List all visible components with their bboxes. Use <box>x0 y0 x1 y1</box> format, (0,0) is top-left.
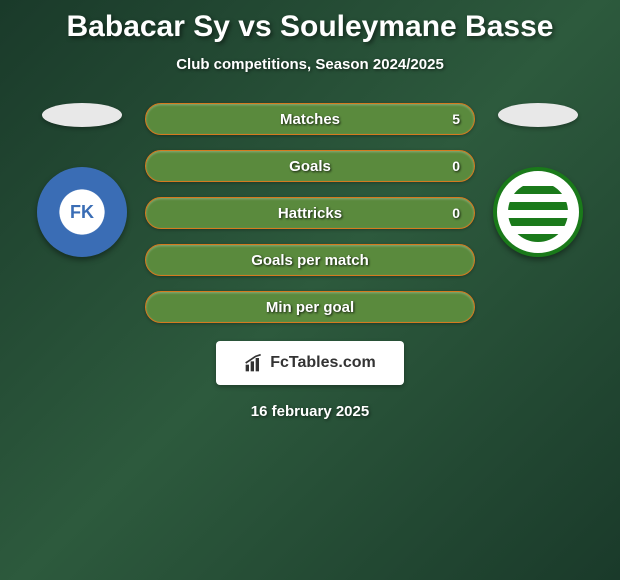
stat-label: Goals per match <box>251 252 369 269</box>
stat-pill-hattricks: Hattricks 0 <box>145 197 475 229</box>
stat-value: 0 <box>452 205 460 221</box>
watermark-box: FcTables.com <box>216 341 404 385</box>
footer: FcTables.com 16 february 2025 <box>216 341 404 420</box>
chart-icon <box>244 353 264 373</box>
stat-pill-goals-per-match: Goals per match <box>145 244 475 276</box>
stat-label: Hattricks <box>278 205 342 222</box>
content-area: FK Matches 5 Goals 0 Hattricks 0 Goals per mat… <box>0 103 620 323</box>
stat-value: 5 <box>452 111 460 127</box>
teplice-badge: FK <box>37 167 127 257</box>
player-left-column: FK <box>37 103 127 257</box>
left-marker <box>42 103 122 127</box>
stat-label: Matches <box>280 111 340 128</box>
stat-pill-matches: Matches 5 <box>145 103 475 135</box>
stat-value: 0 <box>452 158 460 174</box>
stats-column: Matches 5 Goals 0 Hattricks 0 Goals per match M… <box>145 103 475 323</box>
page-title: Babacar Sy vs Souleymane Basse <box>67 10 554 44</box>
stat-label: Min per goal <box>266 299 354 316</box>
stat-pill-goals: Goals 0 <box>145 150 475 182</box>
watermark-text: FcTables.com <box>270 354 376 372</box>
date-text: 16 february 2025 <box>251 403 369 420</box>
badge-left-text: FK <box>70 202 94 223</box>
right-marker <box>498 103 578 127</box>
badge-right-inner <box>508 182 568 242</box>
comparison-container: Babacar Sy vs Souleymane Basse Club comp… <box>0 0 620 430</box>
stat-pill-min-per-goal: Min per goal <box>145 291 475 323</box>
subtitle: Club competitions, Season 2024/2025 <box>176 56 444 73</box>
karvina-badge <box>493 167 583 257</box>
stat-label: Goals <box>289 158 331 175</box>
player-right-column <box>493 103 583 257</box>
